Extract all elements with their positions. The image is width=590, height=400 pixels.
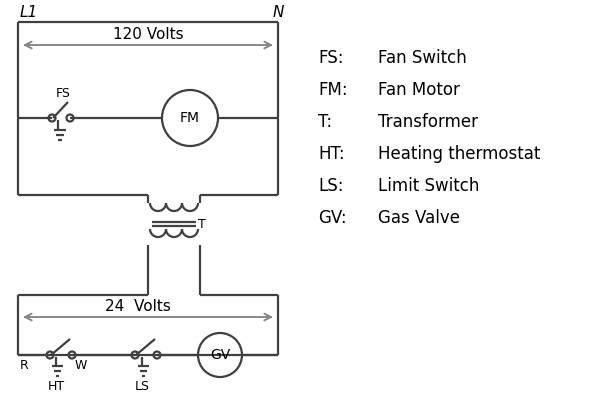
Text: W: W <box>75 359 87 372</box>
Text: T: T <box>198 218 206 230</box>
Text: FM:: FM: <box>318 81 348 99</box>
Text: GV:: GV: <box>318 209 347 227</box>
Text: FM: FM <box>180 111 200 125</box>
Text: HT: HT <box>47 380 64 393</box>
Text: GV: GV <box>210 348 230 362</box>
Text: LS: LS <box>135 380 149 393</box>
Text: L1: L1 <box>20 5 38 20</box>
Text: 24  Volts: 24 Volts <box>105 299 171 314</box>
Text: LS:: LS: <box>318 177 343 195</box>
Text: FS: FS <box>56 87 71 100</box>
Text: Fan Switch: Fan Switch <box>378 49 467 67</box>
Text: Limit Switch: Limit Switch <box>378 177 479 195</box>
Text: FS:: FS: <box>318 49 343 67</box>
Text: Fan Motor: Fan Motor <box>378 81 460 99</box>
Text: Transformer: Transformer <box>378 113 478 131</box>
Text: HT:: HT: <box>318 145 345 163</box>
Text: 120 Volts: 120 Volts <box>113 27 183 42</box>
Text: R: R <box>20 359 29 372</box>
Text: T:: T: <box>318 113 332 131</box>
Text: N: N <box>273 5 284 20</box>
Text: Heating thermostat: Heating thermostat <box>378 145 540 163</box>
Text: Gas Valve: Gas Valve <box>378 209 460 227</box>
